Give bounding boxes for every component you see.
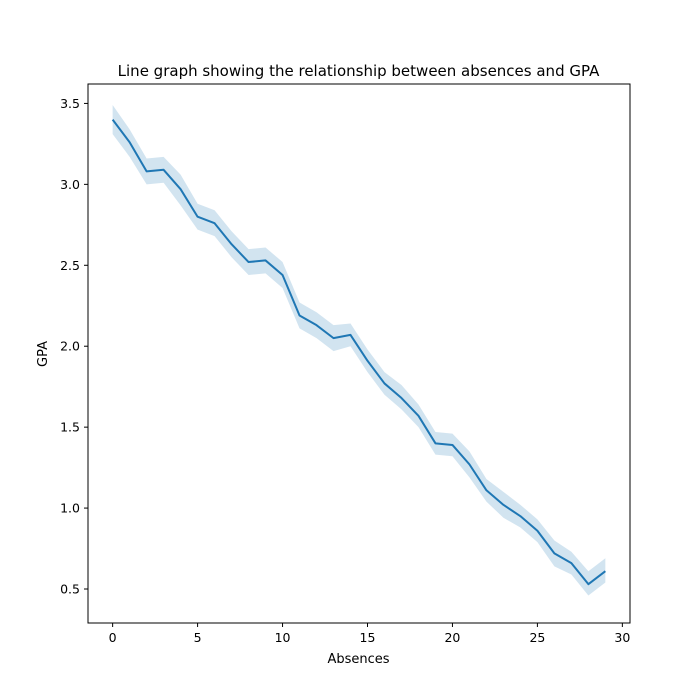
y-tick-label: 1.5 — [60, 420, 80, 435]
y-tick-label: 3.5 — [60, 96, 80, 111]
plot-frame — [87, 83, 631, 624]
x-tick-label: 15 — [360, 630, 376, 645]
y-tick-label: 1.0 — [60, 501, 80, 516]
x-tick-label: 20 — [444, 630, 460, 645]
x-tick-label: 10 — [275, 630, 291, 645]
x-tick-label: 25 — [529, 630, 545, 645]
chart-title: Line graph showing the relationship betw… — [118, 62, 600, 80]
x-tick-label: 30 — [614, 630, 630, 645]
y-tick-label: 0.5 — [60, 582, 80, 597]
series-line — [111, 119, 606, 586]
y-tick-label: 2.5 — [60, 258, 80, 273]
x-tick-label: 5 — [194, 630, 202, 645]
x-tick-label: 0 — [109, 630, 117, 645]
x-axis-label: Absences — [327, 652, 389, 667]
y-tick-label: 3.0 — [60, 177, 80, 192]
y-tick-label: 2.0 — [60, 339, 80, 354]
confidence-band — [112, 105, 606, 596]
y-axis-label: GPA — [36, 341, 51, 367]
